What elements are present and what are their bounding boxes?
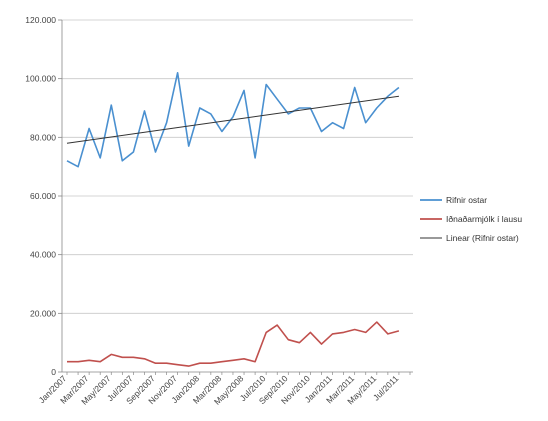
y-axis-tick-labels: 0 20.000 40.000 60.000 80.000 100.000 120.000 (25, 15, 56, 377)
y-tick-label: 20.000 (30, 308, 56, 318)
y-tick-label: 80.000 (30, 132, 56, 142)
legend-label: Iðnaðarmjólk í lausu (446, 214, 522, 224)
x-tick-label: Jul/2011 (371, 373, 401, 403)
y-tick-label: 100.000 (25, 74, 56, 84)
legend: Rifnir ostar Iðnaðarmjólk í lausu Linear (… (420, 195, 522, 243)
y-tick-label: 0 (51, 367, 56, 377)
trendline (66, 95, 400, 144)
series-line-2 (67, 321, 400, 367)
y-tick-label: 120.000 (25, 15, 56, 25)
gridlines (62, 19, 413, 314)
series-lines (66, 72, 400, 367)
axes (58, 19, 413, 375)
x-axis-tick-labels: Jan/2007Mar/2007May/2007Jul/2007Sep/2007… (37, 373, 401, 407)
legend-label: Rifnir ostar (446, 195, 487, 205)
y-tick-label: 60.000 (30, 191, 56, 201)
legend-label: Linear (Rifnir ostar) (446, 233, 519, 243)
y-tick-label: 40.000 (30, 250, 56, 260)
series-line-1 (66, 72, 400, 168)
